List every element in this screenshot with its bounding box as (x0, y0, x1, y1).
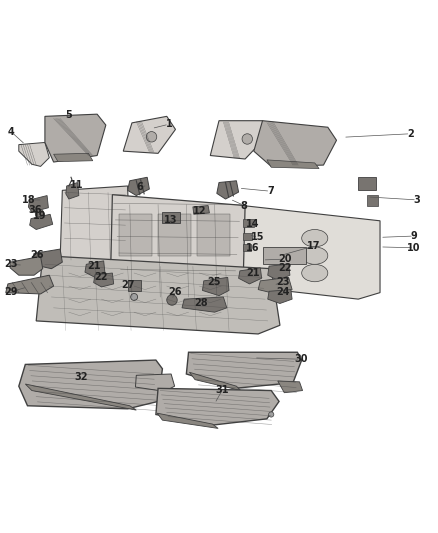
Text: 25: 25 (207, 277, 220, 287)
Polygon shape (182, 297, 227, 312)
Polygon shape (25, 384, 136, 410)
Polygon shape (30, 214, 53, 230)
Bar (127, 280, 141, 292)
Polygon shape (217, 181, 239, 199)
Polygon shape (53, 154, 93, 161)
Polygon shape (268, 289, 292, 303)
Polygon shape (19, 360, 162, 409)
Text: 36: 36 (28, 205, 42, 215)
Polygon shape (36, 256, 280, 334)
Text: 4: 4 (7, 126, 14, 136)
Polygon shape (258, 277, 292, 295)
Text: 20: 20 (279, 254, 292, 264)
Bar (162, 212, 180, 223)
Bar (243, 232, 252, 240)
Text: 14: 14 (246, 219, 260, 229)
Text: 32: 32 (74, 372, 88, 382)
Ellipse shape (302, 264, 328, 282)
Text: 11: 11 (70, 180, 83, 190)
Text: 18: 18 (21, 195, 35, 205)
Polygon shape (239, 268, 261, 284)
Circle shape (146, 132, 157, 142)
Polygon shape (32, 249, 62, 269)
Bar (243, 244, 251, 251)
Polygon shape (156, 389, 279, 425)
Text: 8: 8 (241, 200, 247, 211)
Polygon shape (10, 256, 43, 275)
Polygon shape (254, 120, 336, 166)
Text: 23: 23 (277, 277, 290, 287)
Polygon shape (210, 120, 271, 159)
Text: 21: 21 (87, 261, 100, 271)
Bar (119, 214, 152, 256)
Polygon shape (202, 277, 229, 296)
Text: 26: 26 (168, 287, 181, 297)
Bar (367, 195, 378, 206)
Polygon shape (127, 177, 149, 196)
Ellipse shape (302, 247, 328, 264)
Polygon shape (19, 142, 49, 166)
Circle shape (268, 412, 274, 417)
Polygon shape (60, 186, 130, 262)
Text: 10: 10 (407, 243, 421, 253)
Bar (358, 177, 376, 190)
Polygon shape (123, 116, 176, 154)
Polygon shape (189, 372, 241, 391)
Text: 13: 13 (163, 215, 177, 225)
Text: 17: 17 (307, 241, 321, 251)
Polygon shape (157, 413, 218, 429)
Polygon shape (135, 374, 175, 391)
Circle shape (242, 134, 253, 144)
Text: 21: 21 (246, 268, 260, 278)
Polygon shape (186, 352, 302, 389)
Circle shape (35, 209, 44, 218)
Text: 15: 15 (251, 232, 265, 243)
Text: 31: 31 (216, 385, 229, 394)
Polygon shape (66, 182, 79, 199)
Polygon shape (243, 206, 380, 299)
Ellipse shape (302, 230, 328, 247)
Polygon shape (193, 206, 209, 214)
Bar (158, 214, 191, 256)
Text: 23: 23 (4, 260, 18, 269)
Circle shape (167, 295, 177, 305)
Bar (262, 247, 306, 264)
Text: 27: 27 (122, 280, 135, 290)
Text: 16: 16 (246, 243, 260, 253)
Polygon shape (267, 160, 319, 168)
Text: 6: 6 (136, 182, 143, 192)
Polygon shape (45, 114, 106, 162)
Text: 19: 19 (33, 211, 46, 221)
Circle shape (131, 294, 138, 301)
Text: 7: 7 (267, 186, 274, 196)
Text: 30: 30 (294, 354, 307, 364)
Text: 2: 2 (407, 129, 414, 139)
Polygon shape (6, 275, 53, 294)
Polygon shape (278, 381, 303, 393)
Polygon shape (268, 264, 290, 280)
Text: 1: 1 (166, 119, 172, 129)
Text: 22: 22 (94, 271, 107, 281)
Text: 5: 5 (65, 110, 72, 120)
Text: 9: 9 (410, 231, 417, 241)
Text: 26: 26 (30, 250, 44, 260)
Text: 28: 28 (194, 297, 208, 308)
Text: 24: 24 (277, 287, 290, 297)
Bar (243, 219, 254, 228)
Polygon shape (28, 196, 48, 212)
Polygon shape (110, 195, 245, 299)
Polygon shape (94, 273, 114, 287)
Text: 12: 12 (193, 206, 207, 216)
Text: 22: 22 (279, 263, 292, 273)
Polygon shape (85, 261, 105, 277)
Bar (197, 214, 230, 256)
Text: 29: 29 (4, 287, 18, 297)
Text: 3: 3 (413, 195, 420, 205)
